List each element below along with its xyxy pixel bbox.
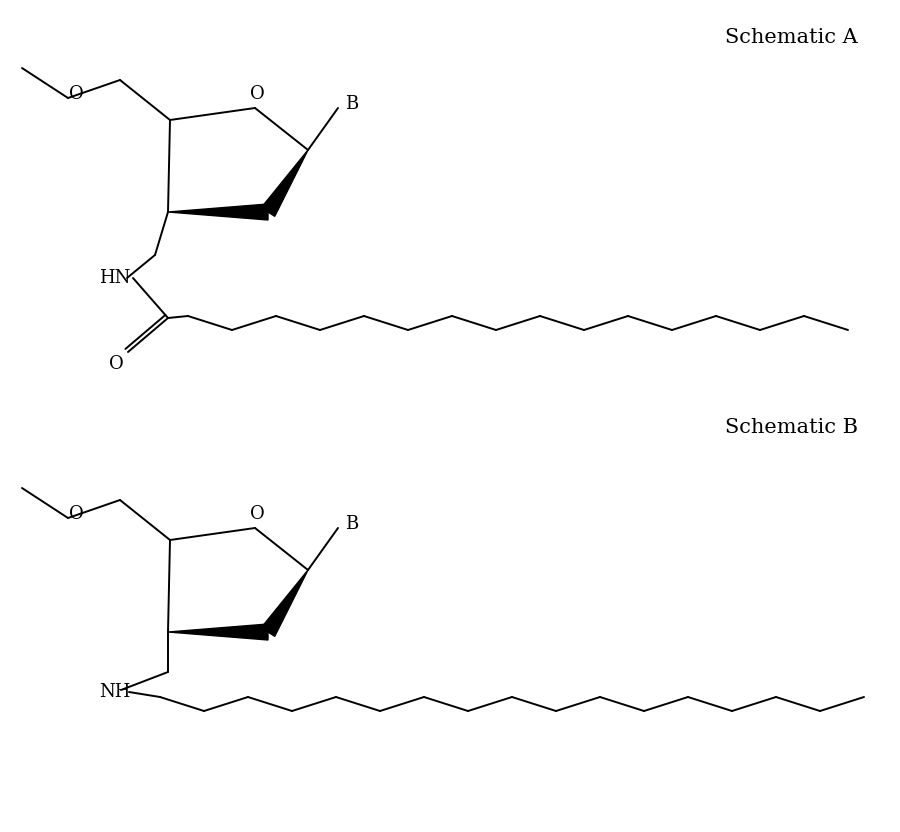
Text: O: O	[68, 505, 84, 523]
Polygon shape	[168, 204, 268, 220]
Text: B: B	[346, 95, 358, 113]
Polygon shape	[261, 570, 308, 636]
Text: O: O	[249, 85, 265, 103]
Text: HN: HN	[99, 269, 130, 287]
Text: B: B	[346, 515, 358, 533]
Text: Schematic B: Schematic B	[725, 418, 858, 437]
Text: O: O	[249, 505, 265, 523]
Text: O: O	[68, 85, 84, 103]
Text: O: O	[109, 355, 123, 373]
Text: Schematic A: Schematic A	[725, 28, 858, 47]
Polygon shape	[168, 624, 268, 640]
Polygon shape	[261, 150, 308, 216]
Text: NH: NH	[99, 683, 130, 701]
